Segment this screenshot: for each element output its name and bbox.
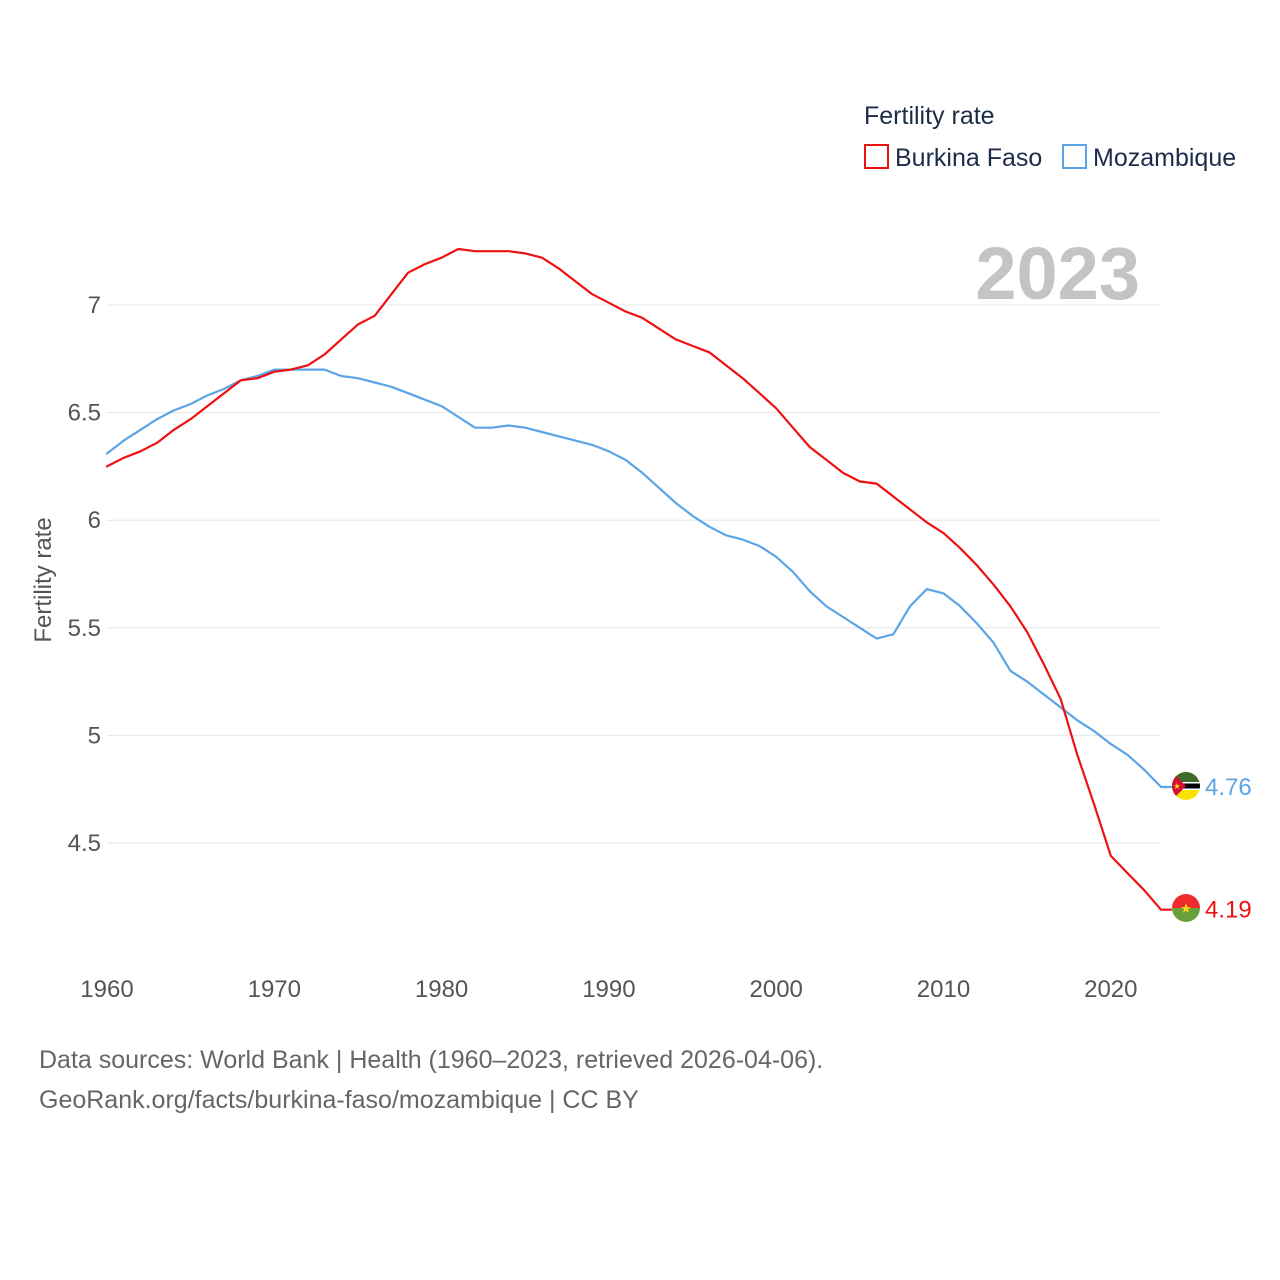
year-label: 2023 xyxy=(975,232,1140,315)
y-tick-label: 6.5 xyxy=(68,400,101,427)
data-sources-text: Data sources: World Bank | Health (1960–… xyxy=(39,1046,824,1074)
series-lines xyxy=(105,247,1173,911)
x-tick-label: 2010 xyxy=(917,976,970,1003)
x-tick-label: 2000 xyxy=(750,976,803,1003)
x-tick-label: 1970 xyxy=(248,976,301,1003)
grid xyxy=(107,304,1161,844)
mozambique-flag-icon xyxy=(1172,772,1200,800)
legend: Fertility rate Burkina Faso Mozambique xyxy=(864,102,1236,172)
y-tick-label: 7 xyxy=(88,292,101,319)
y-tick-label: 5.5 xyxy=(68,615,101,642)
legend-label-burkina-faso: Burkina Faso xyxy=(895,144,1042,172)
y-tick-label: 6 xyxy=(88,507,101,534)
y-tick-label: 4.5 xyxy=(68,830,101,857)
y-tick-label: 5 xyxy=(88,722,101,749)
series-line-mozambique xyxy=(105,368,1173,789)
burkina-faso-flag-icon xyxy=(1172,894,1200,922)
legend-title: Fertility rate xyxy=(864,102,995,130)
x-tick-label: 2020 xyxy=(1084,976,1137,1003)
x-tick-label: 1960 xyxy=(80,976,133,1003)
legend-label-mozambique: Mozambique xyxy=(1093,144,1236,172)
end-value-label-burkina-faso: 4.19 xyxy=(1205,897,1252,924)
x-tick-label: 1990 xyxy=(582,976,635,1003)
source-url-text: GeoRank.org/facts/burkina-faso/mozambiqu… xyxy=(39,1086,639,1114)
legend-swatch-burkina-faso xyxy=(864,144,889,169)
x-axis-ticks: 1960 1970 1980 1990 2000 2010 2020 xyxy=(80,976,1137,1003)
x-tick-label: 1980 xyxy=(415,976,468,1003)
series-line-burkina-faso xyxy=(105,247,1173,911)
end-value-label-mozambique: 4.76 xyxy=(1205,774,1252,801)
series-endpoints: 4.76 4.19 xyxy=(1205,774,1252,924)
footer: Data sources: World Bank | Health (1960–… xyxy=(39,1040,823,1120)
y-axis-ticks: 4.5 5 5.5 6 6.5 7 xyxy=(68,292,101,857)
y-axis-label: Fertility rate xyxy=(30,517,57,642)
legend-swatch-mozambique xyxy=(1062,144,1087,169)
